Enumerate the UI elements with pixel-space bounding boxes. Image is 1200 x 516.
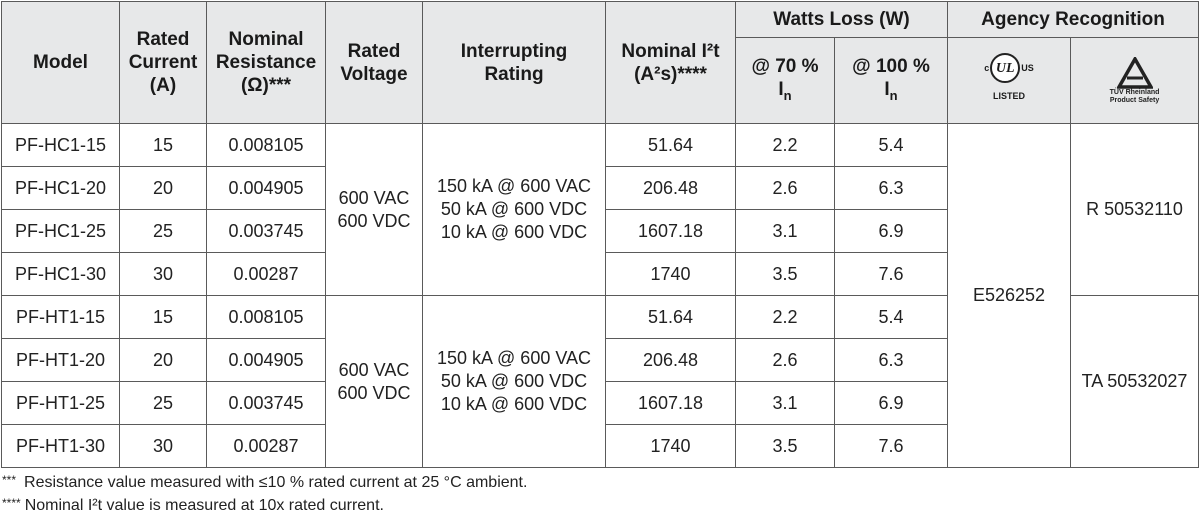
ul-logo-cell: c UL US LISTED xyxy=(947,37,1072,124)
cell-watts-70: 3.5 xyxy=(735,252,835,296)
tuv-triangle-icon: TÜV Rheinland Product Safety xyxy=(1071,56,1198,105)
table-row: PF-HT1-20 20 0.004905 206.48 2.6 6.3 xyxy=(1,338,1199,382)
table-row: PF-HT1-15 15 0.008105 600 VAC 600 VDC 150… xyxy=(1,295,1200,468)
cell-watts-100: 7.6 xyxy=(833,424,949,468)
cell-model: PF-HC1-20 xyxy=(1,166,120,210)
cell-interrupting: 150 kA @ 600 VAC 50 kA @ 600 VDC 10 kA @ 6… xyxy=(422,295,606,468)
header-watts-70: @ 70 % In xyxy=(735,37,835,124)
cell-current: 20 xyxy=(119,338,207,382)
header-rated-voltage: Rated Voltage xyxy=(325,1,423,124)
cell-model: PF-HC1-30 xyxy=(1,252,120,296)
cell-watts-70: 3.1 xyxy=(735,381,835,425)
cell-voltage: 600 VAC 600 VDC xyxy=(325,295,423,468)
cell-current: 30 xyxy=(119,424,207,468)
header-agency-recognition: Agency Recognition xyxy=(947,1,1200,38)
cell-resistance: 0.003745 xyxy=(206,381,326,425)
cell-tuv-cert: TA 50532027 xyxy=(1070,295,1200,468)
cell-voltage: 600 VAC 600 VDC xyxy=(325,123,423,296)
cell-model: PF-HT1-15 xyxy=(1,295,120,339)
cell-resistance: 0.004905 xyxy=(206,338,326,382)
table-row: PF-HC1-20 20 0.004905 206.48 2.6 6.3 xyxy=(1,166,1199,210)
cell-watts-100: 5.4 xyxy=(833,295,949,339)
cell-current: 25 xyxy=(119,209,207,253)
header-watts-100: @ 100 % In xyxy=(833,37,949,124)
cell-watts-70: 3.5 xyxy=(735,424,835,468)
cell-model: PF-HT1-30 xyxy=(1,424,120,468)
cell-tuv-cert: R 50532110 xyxy=(1070,123,1200,296)
header-nominal-i2t: Nominal I²t (A²s)**** xyxy=(605,1,736,124)
footnote-resistance: *** Resistance value measured with ≤10 % … xyxy=(2,473,528,491)
header-interrupting-rating: Interrupting Rating xyxy=(422,1,606,124)
cell-resistance: 0.004905 xyxy=(206,166,326,210)
table-row: PF-HT1-30 30 0.00287 1740 3.5 7.6 xyxy=(1,424,1199,468)
cell-i2t: 51.64 xyxy=(605,295,736,339)
cell-watts-100: 6.3 xyxy=(833,166,949,210)
cell-watts-70: 2.2 xyxy=(735,123,835,167)
cell-current: 20 xyxy=(119,166,207,210)
cell-current: 15 xyxy=(119,123,207,167)
cell-model: PF-HT1-25 xyxy=(1,381,120,425)
cell-watts-100: 6.3 xyxy=(833,338,949,382)
cell-current: 25 xyxy=(119,381,207,425)
cell-watts-100: 5.4 xyxy=(833,123,949,167)
cell-resistance: 0.00287 xyxy=(206,252,326,296)
cell-i2t: 1740 xyxy=(605,252,736,296)
cell-model: PF-HT1-20 xyxy=(1,338,120,382)
header-rated-current: Rated Current (A) xyxy=(119,1,207,124)
cell-i2t: 1740 xyxy=(605,424,736,468)
footnote-i2t: **** Nominal I²t value is measured at 10x… xyxy=(2,496,384,514)
cell-interrupting: 150 kA @ 600 VAC 50 kA @ 600 VDC 10 kA @ 6… xyxy=(422,123,606,296)
cell-watts-70: 3.1 xyxy=(735,209,835,253)
cell-resistance: 0.008105 xyxy=(206,295,326,339)
cell-resistance: 0.00287 xyxy=(206,424,326,468)
cell-current: 30 xyxy=(119,252,207,296)
table-row: PF-HC1-15 15 0.008105 600 VAC 600 VDC 150… xyxy=(1,123,1200,468)
header-watts-loss: Watts Loss (W) xyxy=(734,1,949,38)
header-model: Model xyxy=(1,1,120,124)
cell-i2t: 206.48 xyxy=(605,166,736,210)
cell-resistance: 0.008105 xyxy=(206,123,326,167)
cell-i2t: 51.64 xyxy=(605,123,736,167)
cell-watts-100: 6.9 xyxy=(833,209,949,253)
header-nominal-resistance: Nominal Resistance (Ω)*** xyxy=(206,1,326,124)
cell-ul-file: E526252 xyxy=(947,123,1072,468)
cell-model: PF-HC1-15 xyxy=(1,123,120,167)
tuv-logo-cell: TÜV Rheinland Product Safety xyxy=(1070,37,1200,124)
cell-i2t: 1607.18 xyxy=(605,209,736,253)
footnotes: *** Resistance value measured with ≤10 % … xyxy=(2,470,527,516)
fuse-spec-table: Model Rated Current (A) Nominal Resistance(… xyxy=(1,1,1200,468)
cell-resistance: 0.003745 xyxy=(206,209,326,253)
cell-model: PF-HC1-25 xyxy=(1,209,120,253)
cell-watts-100: 6.9 xyxy=(833,381,949,425)
cell-watts-70: 2.6 xyxy=(735,166,835,210)
table-row: PF-HC1-30 30 0.00287 1740 3.5 7.6 xyxy=(1,252,1199,296)
cell-current: 15 xyxy=(119,295,207,339)
cell-i2t: 206.48 xyxy=(605,338,736,382)
cell-watts-70: 2.6 xyxy=(735,338,835,382)
cell-i2t: 1607.18 xyxy=(605,381,736,425)
cell-watts-70: 2.2 xyxy=(735,295,835,339)
cell-watts-100: 7.6 xyxy=(833,252,949,296)
ul-listed-icon: c UL US LISTED xyxy=(948,53,1070,108)
